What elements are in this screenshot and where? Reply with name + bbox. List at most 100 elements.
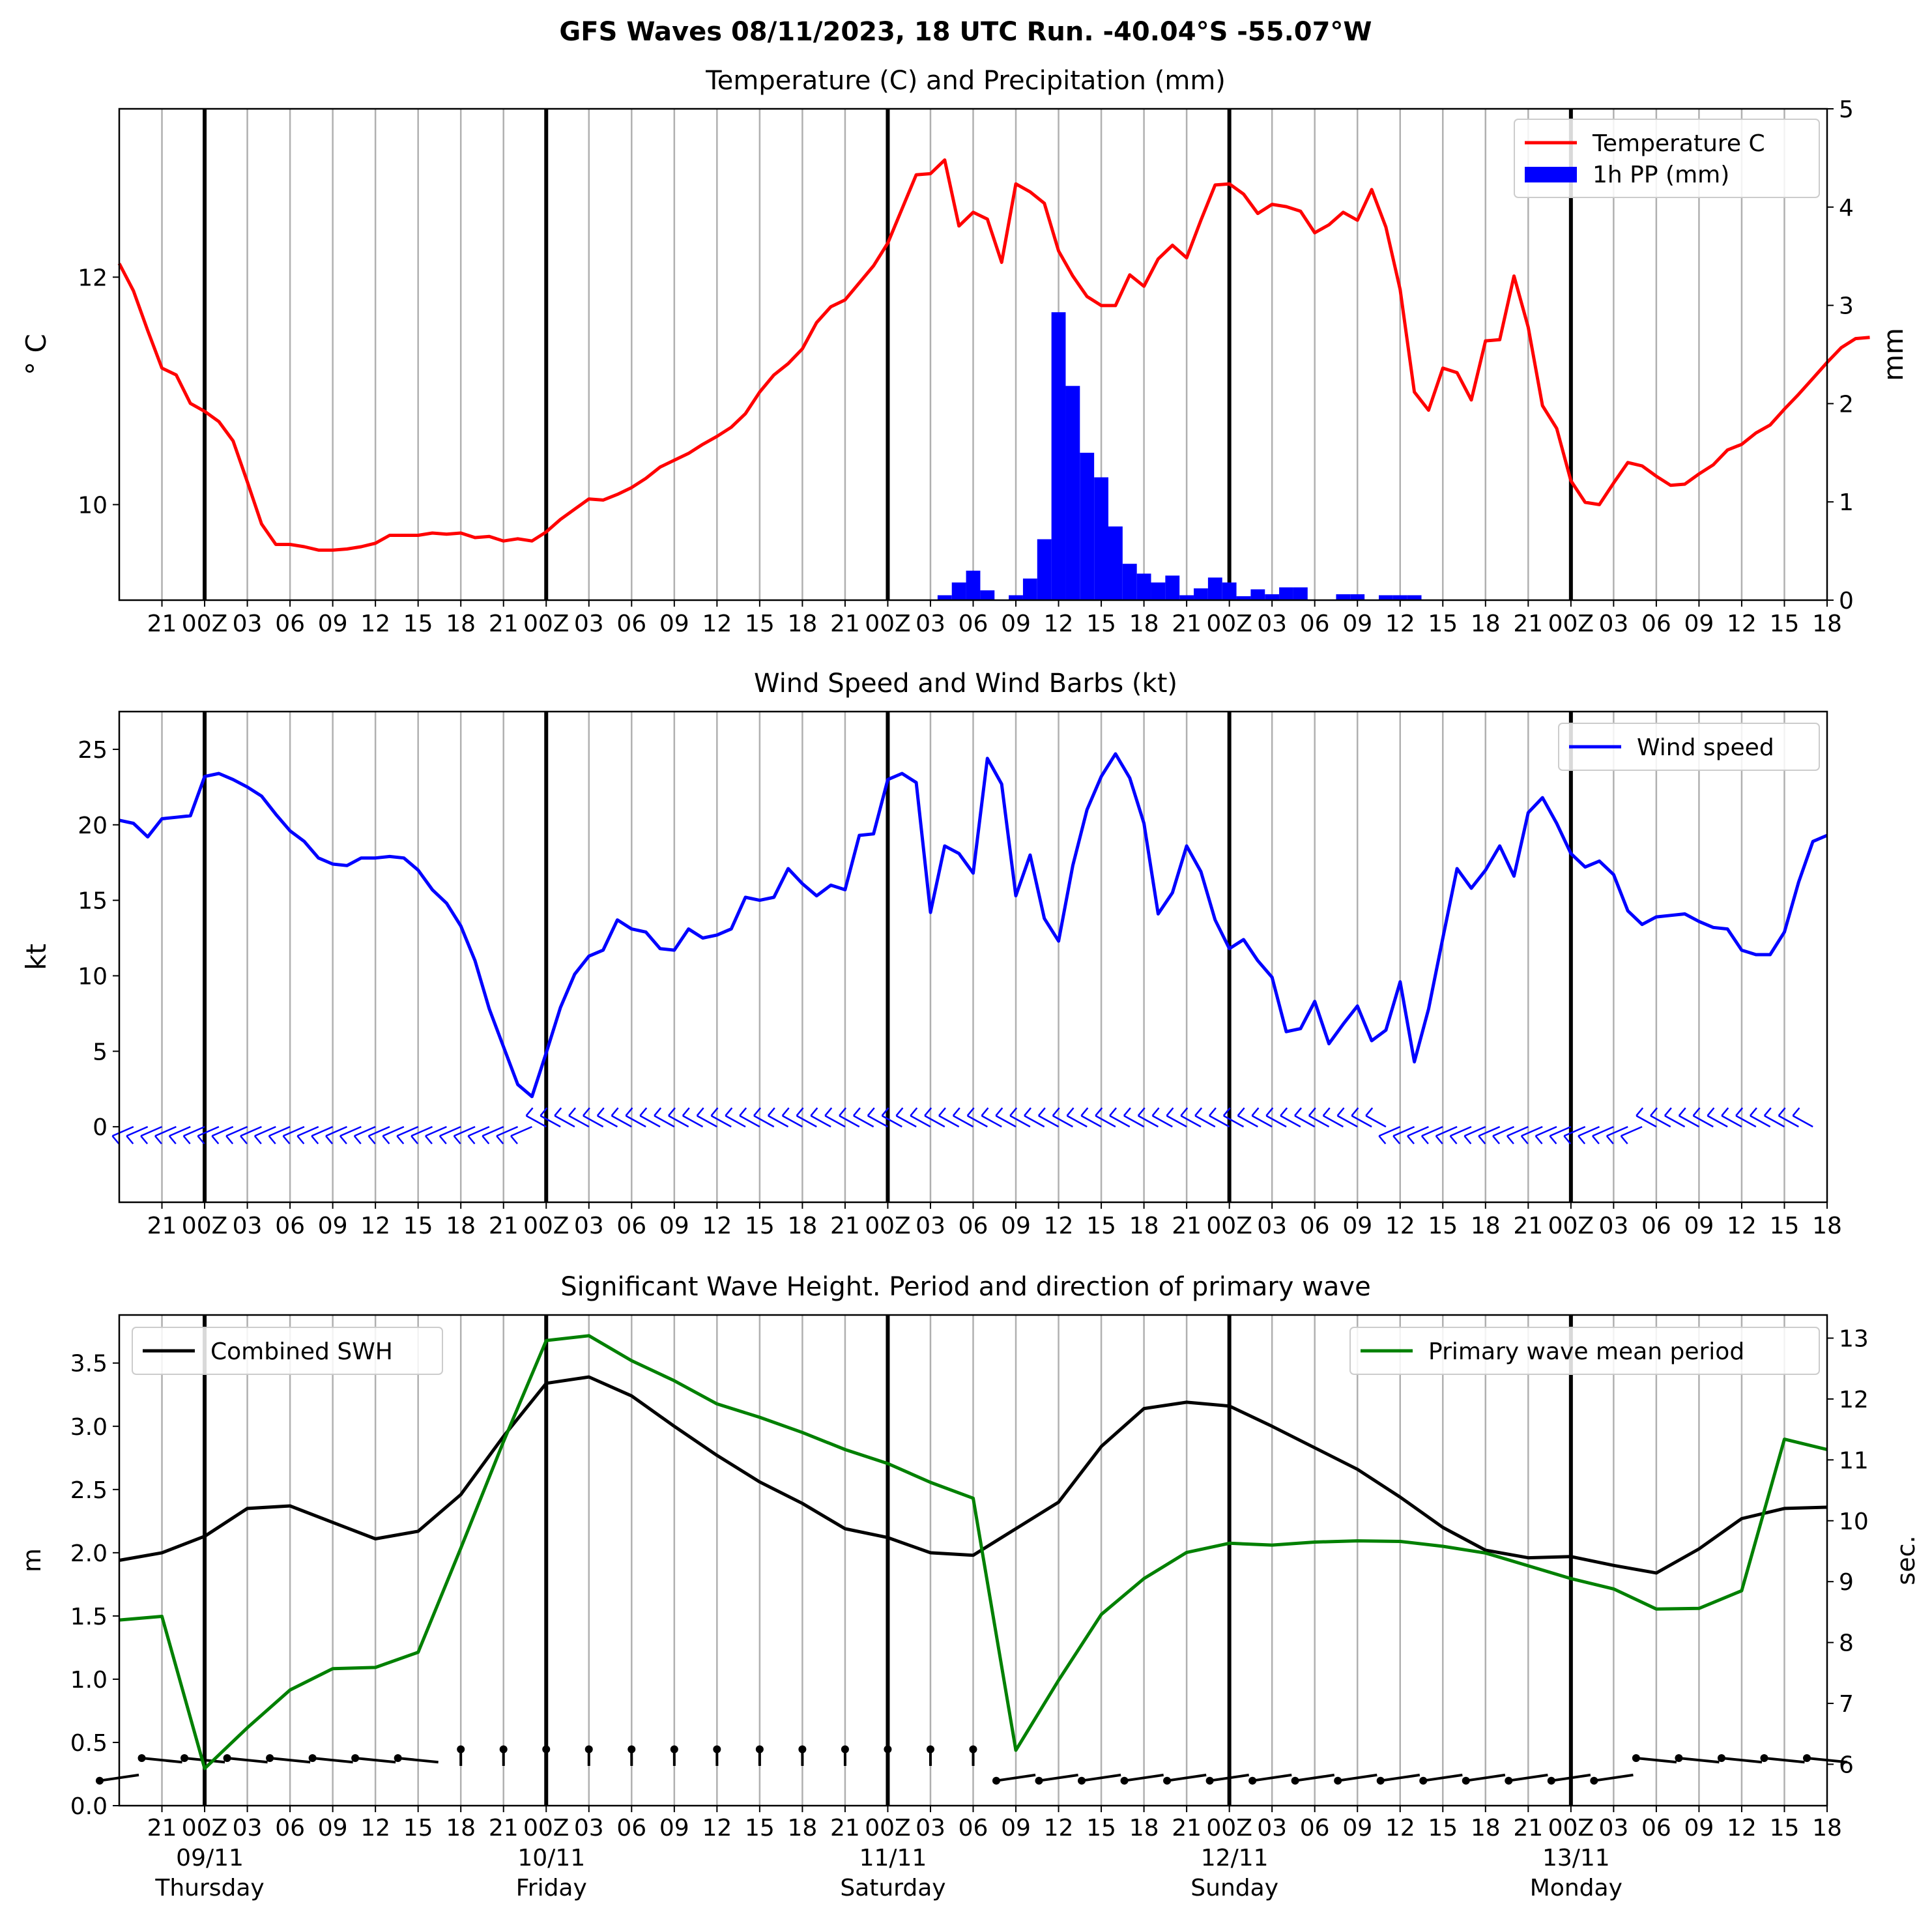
x-tick-label: 21 bbox=[489, 1213, 519, 1239]
wave-direction-arrow bbox=[351, 1754, 396, 1764]
wind-barb-flag bbox=[1308, 1107, 1316, 1117]
legend: Combined SWH bbox=[132, 1327, 443, 1375]
y-tick-label: 25 bbox=[78, 737, 108, 764]
figure-suptitle: GFS Waves 08/11/2023, 18 UTC Run. -40.04… bbox=[559, 17, 1372, 47]
wave-direction-arrow bbox=[1419, 1773, 1463, 1785]
arrow-head bbox=[713, 1745, 721, 1754]
y-tick-label: 3.5 bbox=[70, 1351, 108, 1378]
y-axis-label: kt bbox=[20, 944, 52, 970]
arrow-shaft bbox=[397, 1756, 439, 1764]
wind-barb-flag bbox=[197, 1135, 205, 1145]
wind-barb bbox=[325, 1126, 347, 1137]
wind-barb-flag bbox=[296, 1135, 305, 1145]
wind-barb bbox=[554, 1115, 575, 1128]
x-tick-label: 09 bbox=[659, 1815, 689, 1842]
legend-box bbox=[1558, 723, 1820, 771]
precip-bar bbox=[1207, 577, 1222, 600]
arrow-shaft bbox=[1380, 1773, 1420, 1782]
wind-barb bbox=[768, 1115, 789, 1128]
wind-barb-flag bbox=[1549, 1135, 1557, 1145]
wind-barb bbox=[654, 1115, 675, 1128]
wind-barb-flag bbox=[1535, 1135, 1543, 1145]
wind-barb-flag bbox=[1735, 1107, 1744, 1117]
wave-direction-arrow bbox=[1205, 1773, 1249, 1785]
wind-barb bbox=[1066, 1115, 1088, 1128]
x-day-label: Friday bbox=[516, 1875, 587, 1901]
x-tick-label: 06 bbox=[616, 1213, 646, 1239]
arrow-shaft bbox=[996, 1773, 1036, 1782]
wind-barb-flag bbox=[1478, 1135, 1486, 1145]
precip-bar bbox=[1151, 582, 1166, 600]
wind-barb-flag bbox=[654, 1107, 662, 1117]
x-tick-label: 12 bbox=[1044, 611, 1074, 637]
wind-barb-flag bbox=[1123, 1107, 1131, 1117]
wind-barb-flag bbox=[339, 1135, 347, 1145]
wind-barb-flag bbox=[1392, 1135, 1401, 1145]
wind-barb-flag bbox=[140, 1135, 149, 1145]
x-tick-label: 15 bbox=[1428, 1815, 1458, 1842]
legend-label: Wind speed bbox=[1637, 734, 1774, 761]
wind-barb bbox=[1521, 1126, 1543, 1137]
precip-bar bbox=[1265, 594, 1280, 600]
y-axis-label: m bbox=[18, 1548, 46, 1572]
wind-barb bbox=[1080, 1115, 1102, 1128]
legend-label: Temperature C bbox=[1592, 130, 1765, 157]
wind-barb bbox=[782, 1115, 803, 1128]
x-tick-label: 09 bbox=[318, 611, 348, 637]
y-tick-label-right: 11 bbox=[1839, 1447, 1869, 1474]
wind-barb bbox=[368, 1126, 390, 1137]
x-tick-label: 00Z bbox=[523, 611, 569, 637]
wind-barb bbox=[895, 1115, 917, 1128]
wind-barb-flag bbox=[311, 1135, 319, 1145]
x-tick-label: 21 bbox=[147, 1815, 177, 1842]
x-tick-label: 06 bbox=[275, 1815, 305, 1842]
wind-barb-flag bbox=[1492, 1135, 1501, 1145]
x-tick-label: 00Z bbox=[865, 611, 910, 637]
y-tick-label: 5 bbox=[93, 1039, 108, 1065]
legend: Temperature C 1h PP (mm) bbox=[1514, 119, 1820, 198]
x-tick-label: 15 bbox=[1770, 611, 1800, 637]
arrow-shaft bbox=[1295, 1773, 1335, 1782]
wind-barb bbox=[568, 1115, 590, 1128]
y-tick-label-right: 8 bbox=[1839, 1630, 1854, 1657]
x-tick-label: 06 bbox=[1300, 1815, 1330, 1842]
wind-barb bbox=[1365, 1115, 1387, 1128]
arrow-shaft bbox=[1721, 1756, 1763, 1764]
wave-direction-arrow bbox=[1376, 1773, 1420, 1785]
arrow-head bbox=[223, 1754, 231, 1762]
x-tick-label: 00Z bbox=[1548, 1815, 1594, 1842]
wind-barb-flag bbox=[1420, 1135, 1429, 1145]
precip-bar bbox=[966, 570, 981, 600]
wind-barb bbox=[710, 1115, 732, 1128]
x-tick-label: 15 bbox=[745, 1815, 775, 1842]
x-tick-label: 21 bbox=[1172, 1213, 1202, 1239]
x-tick-label: 15 bbox=[1770, 1815, 1800, 1842]
y-tick-label: 1.5 bbox=[70, 1604, 108, 1630]
precip-bar bbox=[1236, 596, 1251, 600]
wind-barb-flag bbox=[1222, 1107, 1231, 1117]
x-tick-label: 09 bbox=[318, 1815, 348, 1842]
arrow-shaft bbox=[1166, 1773, 1207, 1782]
x-tick-label: 06 bbox=[275, 1213, 305, 1239]
x-tick-label: 15 bbox=[1086, 1815, 1116, 1842]
y-tick-label: 12 bbox=[78, 265, 108, 291]
wind-barb-flag bbox=[1763, 1107, 1772, 1117]
x-tick-label: 15 bbox=[745, 1213, 775, 1239]
y-axis-label: ° C bbox=[20, 334, 52, 375]
wind-barb-flag bbox=[1052, 1107, 1060, 1117]
wind-barb bbox=[1180, 1115, 1202, 1128]
y-tick-label: 0 bbox=[93, 1114, 108, 1141]
x-tick-label: 09 bbox=[1684, 611, 1714, 637]
x-tick-label: 18 bbox=[1812, 1815, 1842, 1842]
wind-barb bbox=[739, 1115, 760, 1128]
arrow-head bbox=[351, 1754, 360, 1762]
x-tick-label: 03 bbox=[1598, 1213, 1628, 1239]
precip-bar bbox=[1037, 539, 1052, 600]
x-tick-label: 21 bbox=[147, 611, 177, 637]
wind-barb bbox=[1251, 1115, 1273, 1128]
wind-barb-flag bbox=[382, 1135, 390, 1145]
wind-barb-flag bbox=[1166, 1107, 1174, 1117]
wind-barb bbox=[583, 1115, 604, 1128]
wind-barb-flag bbox=[1265, 1107, 1274, 1117]
wind-barb-flag bbox=[1109, 1107, 1117, 1117]
